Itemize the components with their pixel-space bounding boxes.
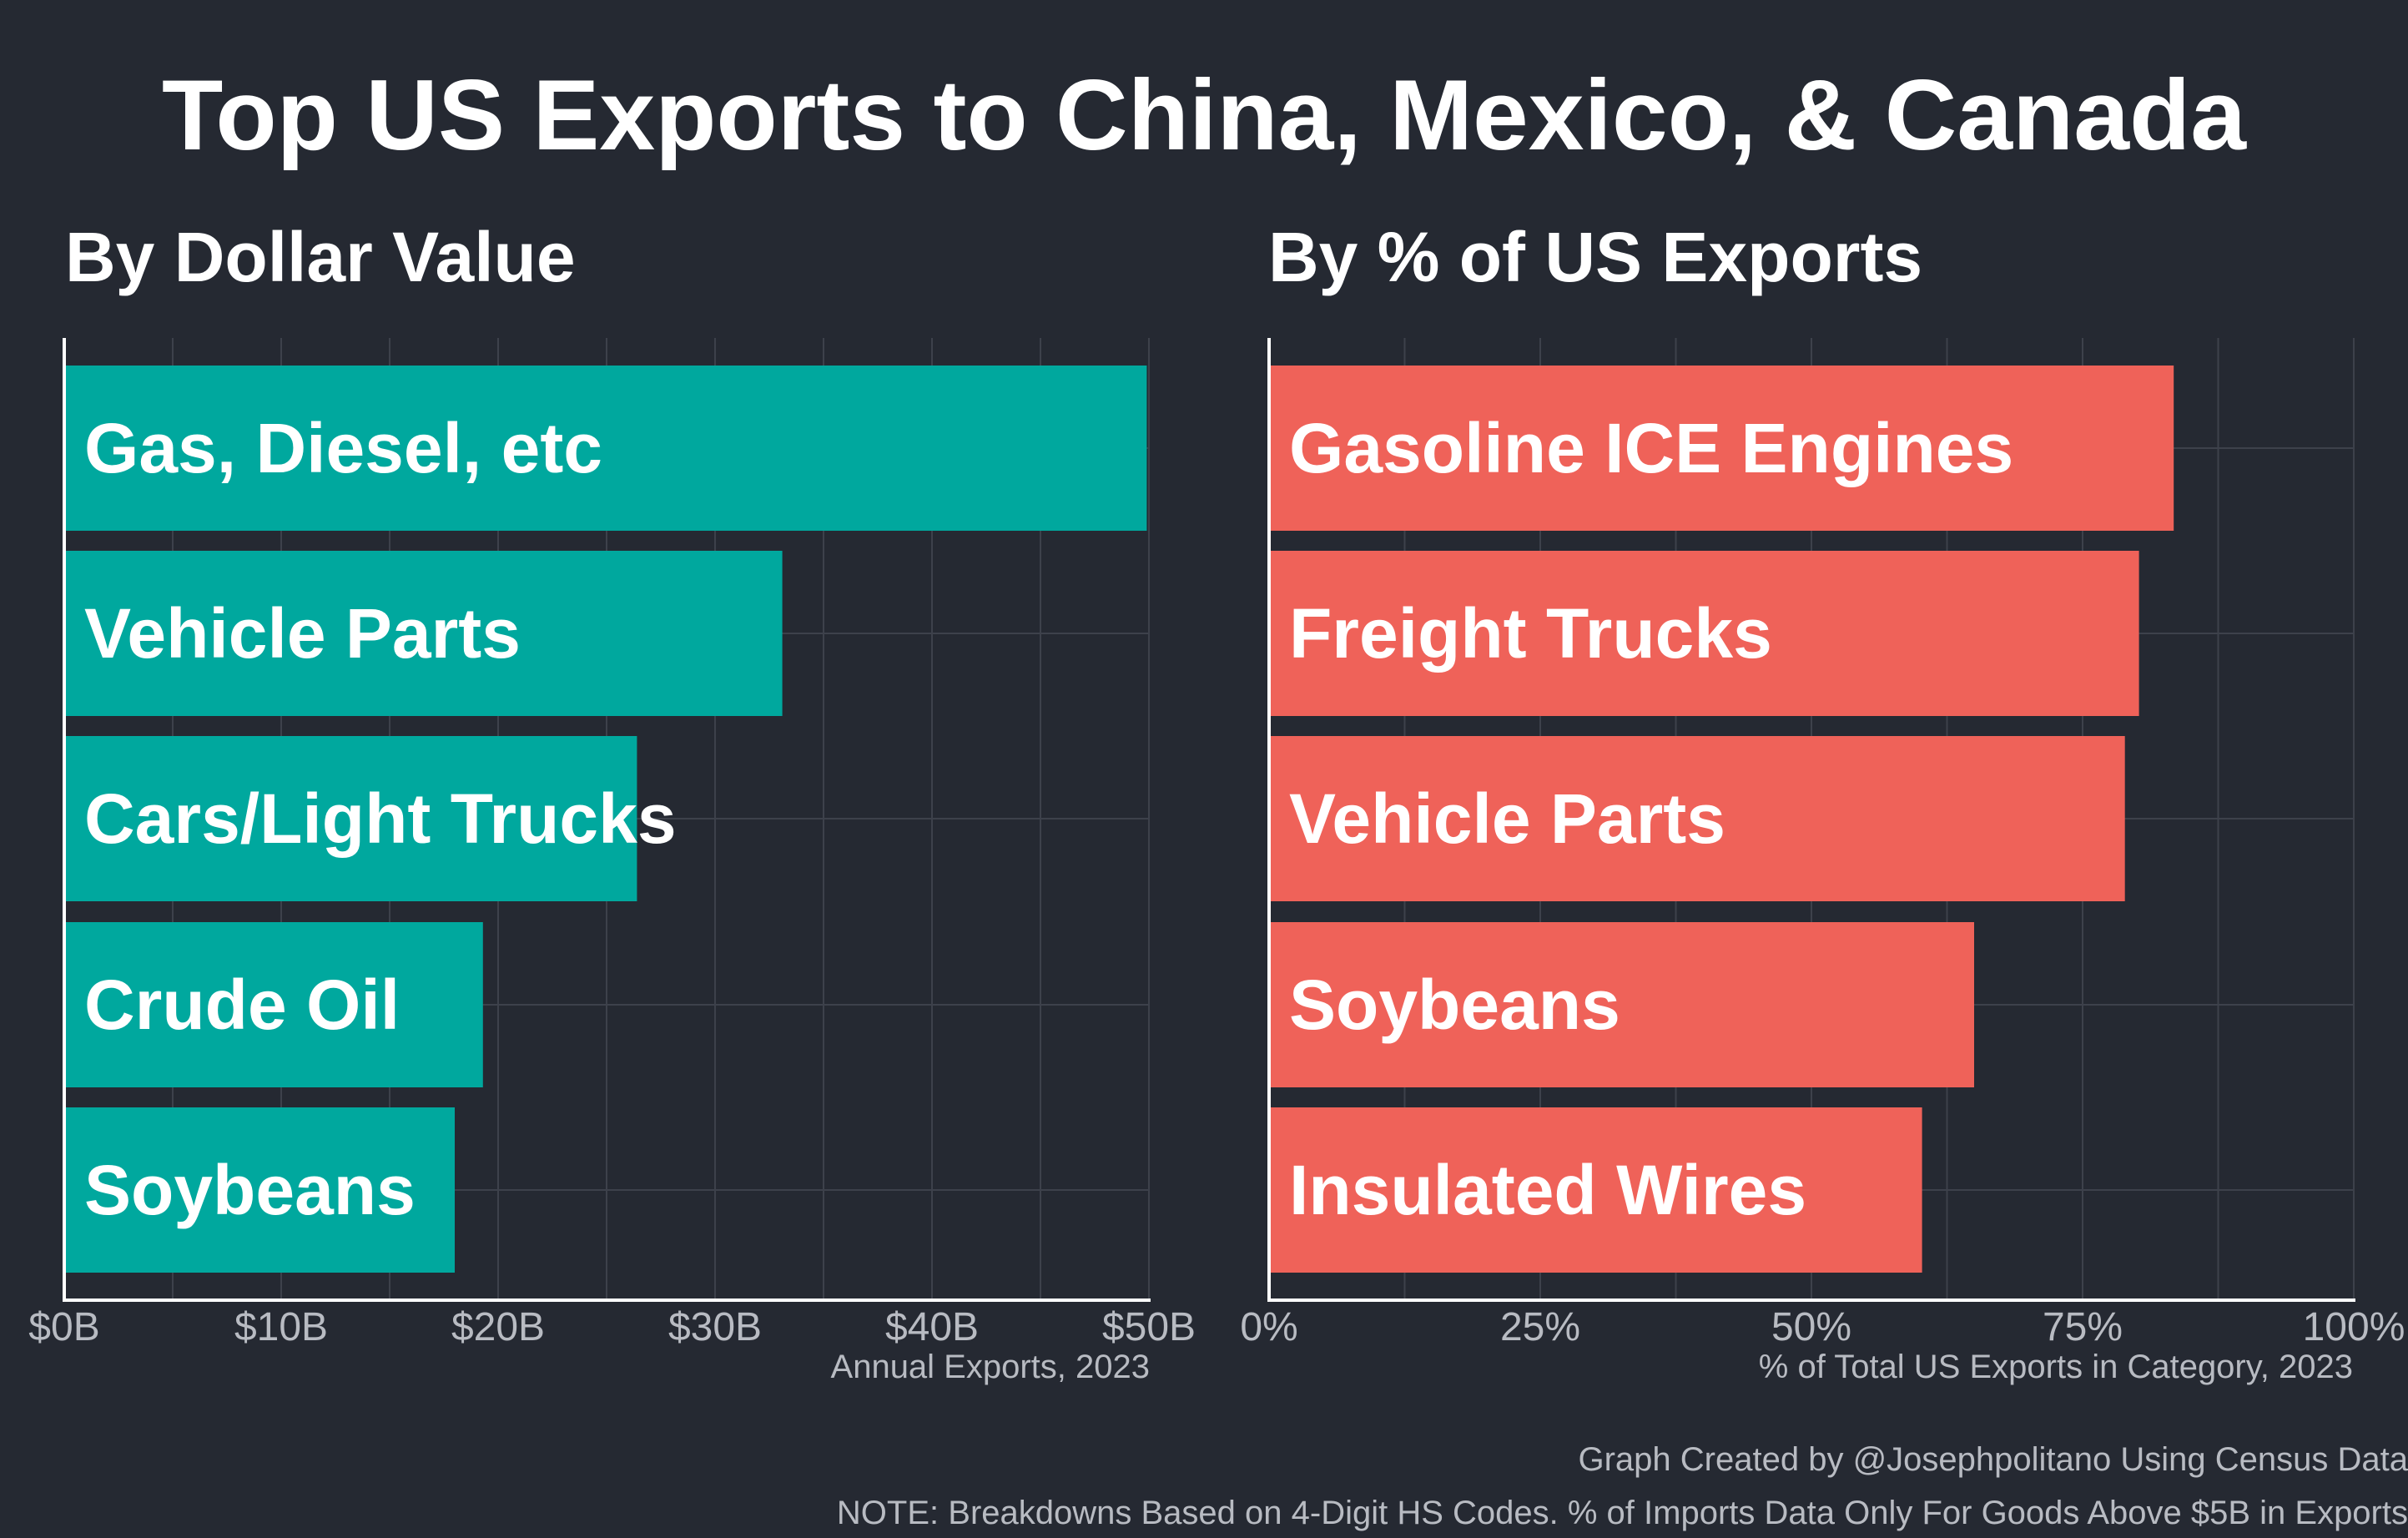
right-tick-label: 50% [1771, 1305, 1851, 1349]
left-x-axis-label: Annual Exports, 2023 [830, 1349, 1150, 1385]
right-bar [1269, 1107, 1922, 1273]
left-bar-label: Cars/Light Trucks [84, 779, 677, 858]
right-panel-title: By % of US Exports [1268, 218, 1923, 296]
left-bar [64, 551, 783, 716]
right-tick-label: 75% [2043, 1305, 2123, 1349]
right-bar [1269, 366, 2174, 531]
right-bar-label: Soybeans [1289, 966, 1620, 1044]
chart-title: Top US Exports to China, Mexico, & Canad… [161, 59, 2247, 171]
right-bar-label: Freight Trucks [1289, 594, 1772, 673]
right-bar [1269, 736, 2125, 901]
right-bar-label: Vehicle Parts [1289, 779, 1725, 858]
right-tick-label: 0% [1240, 1305, 1297, 1349]
right-bar-label: Gasoline ICE Engines [1289, 409, 2013, 487]
right-bar-label: Insulated Wires [1289, 1151, 1806, 1229]
left-bar-label: Gas, Diesel, etc [84, 409, 602, 487]
left-tick-label: $50B [1102, 1305, 1196, 1349]
right-x-axis-label: % of Total US Exports in Category, 2023 [1758, 1349, 2353, 1385]
footer-credit: Graph Created by @Josephpolitano Using C… [1578, 1441, 2408, 1478]
right-bar [1269, 551, 2139, 716]
left-bar-label: Crude Oil [84, 966, 400, 1044]
footer-note: NOTE: Breakdowns Based on 4-Digit HS Cod… [836, 1495, 2408, 1531]
left-bar-label: Soybeans [84, 1151, 416, 1229]
left-panel-title: By Dollar Value [65, 218, 576, 296]
left-tick-label: $0B [28, 1305, 99, 1349]
left-bar [64, 1107, 455, 1273]
left-tick-label: $20B [451, 1305, 545, 1349]
left-tick-label: $40B [885, 1305, 979, 1349]
right-bar [1269, 922, 1974, 1087]
left-tick-label: $10B [234, 1305, 328, 1349]
left-bar-label: Vehicle Parts [84, 594, 521, 673]
right-tick-label: 25% [1500, 1305, 1580, 1349]
left-bar [64, 922, 483, 1087]
left-bar [64, 736, 637, 901]
right-tick-label: 100% [2303, 1305, 2405, 1349]
left-bar [64, 366, 1147, 531]
left-tick-label: $30B [668, 1305, 762, 1349]
